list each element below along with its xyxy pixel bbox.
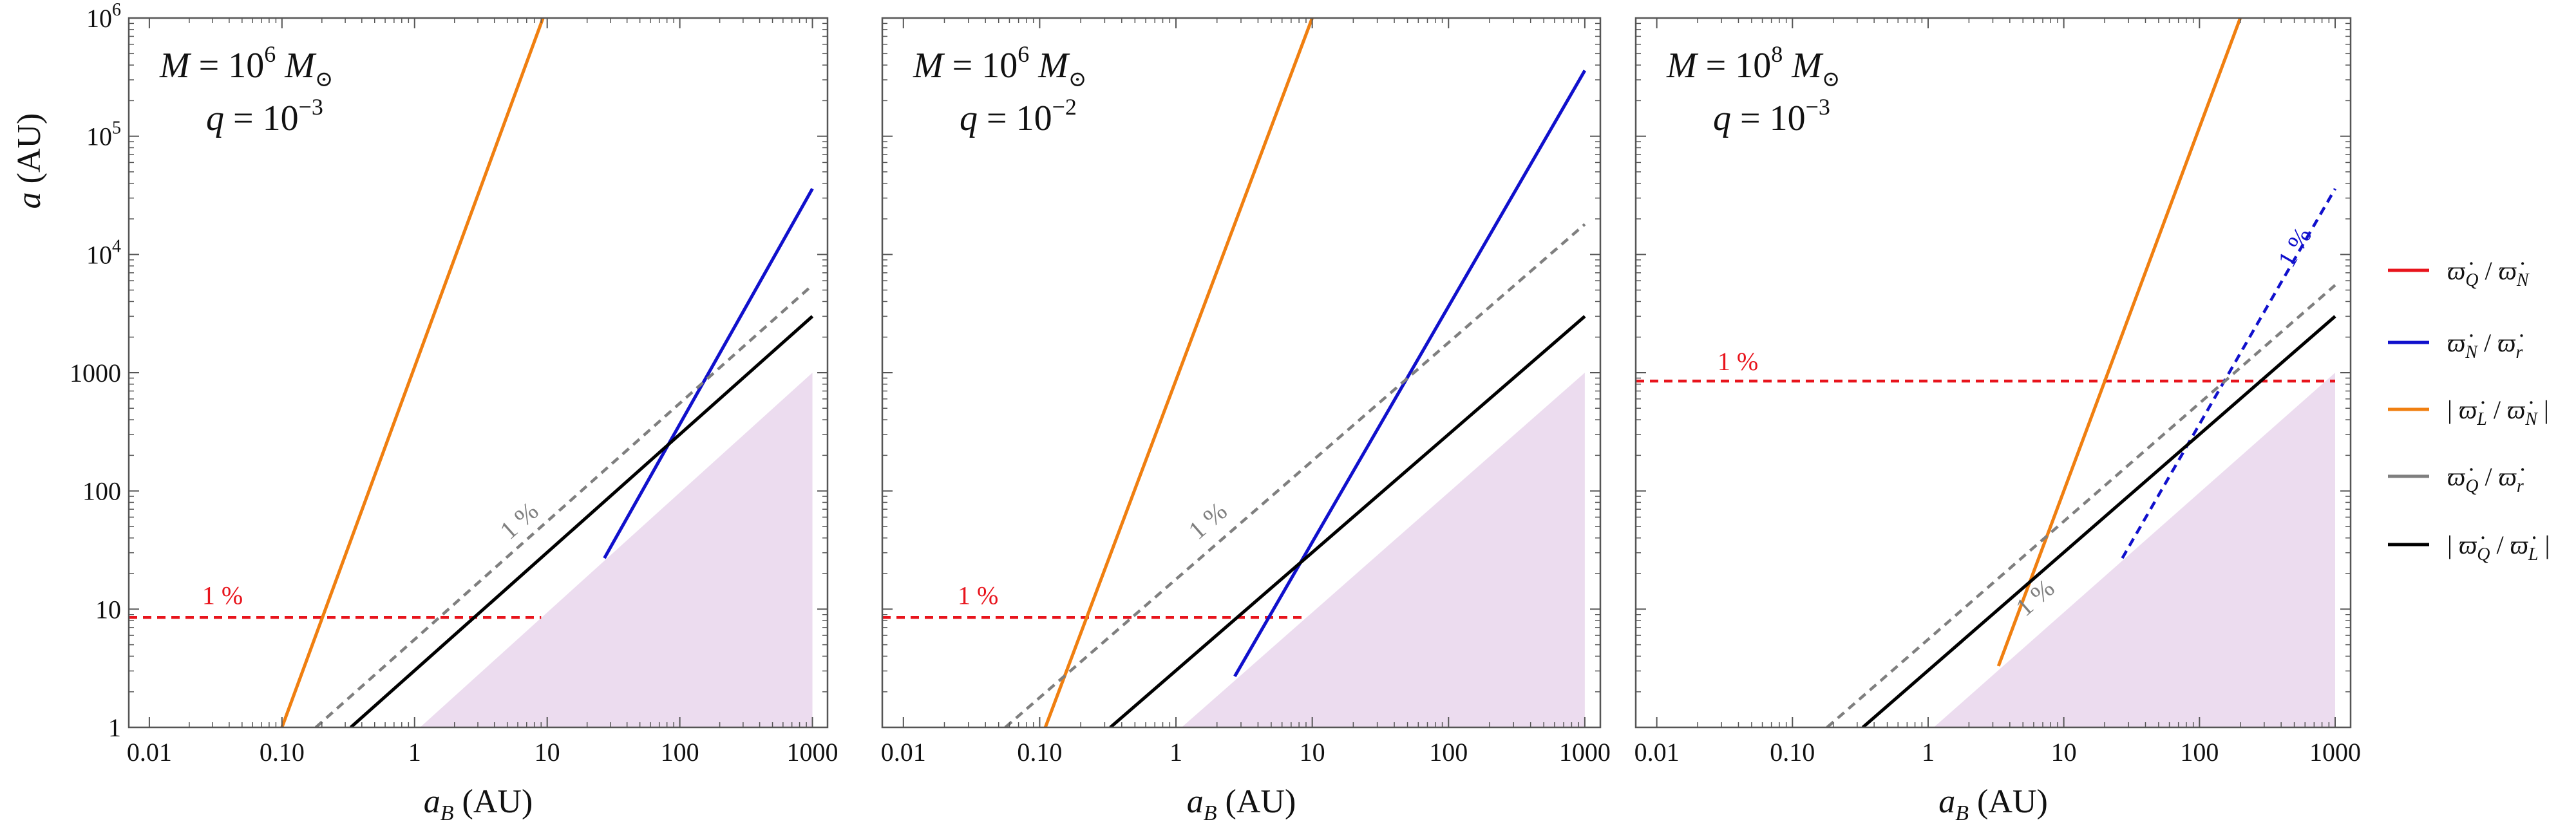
series-line-n-r [2121,188,2336,559]
x-tick-label: 10 [2051,738,2077,767]
series-line-q-l [1109,315,1586,727]
y-tick-label: 105 [86,118,121,151]
percent-label: 1 % [1718,347,1758,376]
percent-label: 1 % [958,581,998,610]
series-line-q-l [1861,315,2336,727]
legend-label: | ϖ̇L / ϖ̇N | [2447,395,2549,429]
x-tick-label: 0.10 [260,738,305,767]
q-annotation: q = 10−2 [960,94,1077,138]
q-annotation: q = 10−3 [206,94,323,138]
legend-item: ϖ̇N / ϖ̇r [2388,328,2523,362]
y-tick-label: 104 [86,236,121,269]
x-tick-label: 1000 [2309,738,2361,767]
x-tick-label: 1000 [1559,738,1611,767]
legend-item: ϖ̇Q / ϖ̇r [2388,462,2524,496]
x-tick-label: 10 [535,738,560,767]
legend-item: | ϖ̇L / ϖ̇N | [2388,395,2549,429]
x-axis-title: aB (AU) [1187,783,1296,825]
series-line-q-r [314,284,813,727]
shaded-region [1181,373,1585,727]
x-tick-label: 100 [1429,738,1468,767]
percent-label: 1 % [2272,222,2318,272]
legend-item: ϖ̇Q / ϖ̇N [2388,256,2530,290]
y-tick-label: 1 [108,713,121,742]
q-annotation: q = 10−3 [1713,94,1830,138]
legend-label: | ϖ̇Q / ϖ̇L | [2447,530,2550,565]
series-line-l-n [1996,18,2242,667]
shaded-region [1933,373,2335,727]
x-tick-label: 1 [1170,738,1182,767]
series-line-q-r [1004,223,1586,727]
y-tick-label: 106 [86,0,121,33]
x-tick-label: 1 [408,738,421,767]
series-line-l-n [1043,18,1314,727]
x-axis-title: aB (AU) [1938,783,2048,825]
y-tick-label: 1000 [70,359,121,387]
shaded-region [420,373,813,727]
mass-annotation: M = 106 M⊙ [159,41,333,91]
series-line-l-n [280,18,545,727]
x-tick-label: 0.01 [881,738,926,767]
x-axis-title: aB (AU) [424,783,533,825]
mass-annotation: M = 106 M⊙ [913,41,1086,91]
x-tick-label: 0.10 [1770,738,1815,767]
x-tick-label: 100 [661,738,699,767]
series-line-n-r [603,187,814,559]
x-tick-label: 0.01 [127,738,172,767]
x-tick-label: 10 [1300,738,1325,767]
x-tick-label: 1 [1922,738,1935,767]
legend-item: | ϖ̇Q / ϖ̇L | [2388,530,2550,565]
y-axis-title: a (AU) [11,113,48,209]
legend-label: ϖ̇Q / ϖ̇r [2447,462,2524,496]
x-tick-label: 100 [2180,738,2219,767]
x-tick-label: 1000 [787,738,838,767]
mass-annotation: M = 108 M⊙ [1666,41,1840,91]
y-tick-label: 10 [95,595,121,624]
legend: ϖ̇Q / ϖ̇N ϖ̇N / ϖ̇r | ϖ̇L / ϖ̇N | ϖ̇Q / ϖ̇r… [2388,256,2550,565]
y-tick-label: 100 [82,477,121,506]
series-line-q-l [349,315,814,727]
panel-left: 1 % 1 % 0.01 0.10 1 10 100 1000 1 10 100 1000 104 105… [11,0,838,825]
legend-label: ϖ̇Q / ϖ̇N [2447,256,2530,290]
series-line-n-r [1233,70,1587,678]
percent-label: 1 % [202,581,243,610]
x-tick-label: 0.01 [1634,738,1680,767]
x-tick-label: 0.10 [1017,738,1062,767]
percent-label: 1 % [494,496,544,545]
legend-label: ϖ̇N / ϖ̇r [2447,328,2523,362]
